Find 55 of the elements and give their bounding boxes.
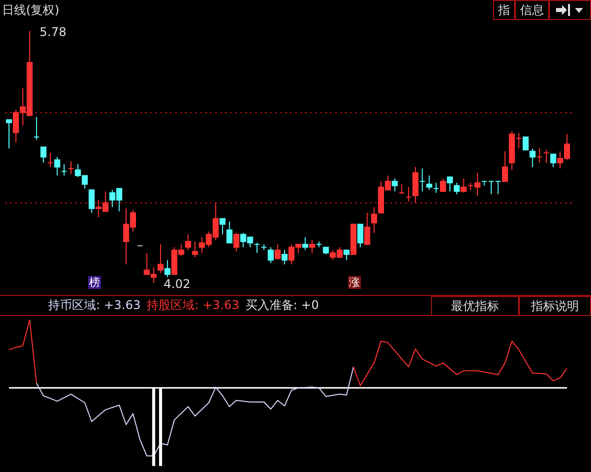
candlestick <box>61 164 68 176</box>
candlestick <box>392 178 398 192</box>
text: 最优指标 <box>431 296 519 316</box>
candlestick <box>302 236 308 251</box>
candlestick <box>185 234 192 251</box>
annotation: 涨 <box>348 276 361 289</box>
candlestick <box>426 175 432 190</box>
annotation: 榜 <box>88 276 101 289</box>
candlestick <box>268 246 274 264</box>
candlestick <box>309 240 316 254</box>
candlestick <box>54 156 60 176</box>
candlestick <box>412 166 418 204</box>
annotation: 4.02 <box>164 277 190 291</box>
candlestick <box>344 250 350 261</box>
candlestick <box>6 119 12 149</box>
candlestick <box>419 168 426 192</box>
candlestick <box>536 148 542 164</box>
candlestick <box>357 224 364 248</box>
candlestick <box>88 189 95 214</box>
candlestick <box>371 206 378 234</box>
candlestick <box>233 232 240 252</box>
candlestick <box>454 182 460 195</box>
text: 指标说明 <box>519 296 591 316</box>
candlestick <box>220 218 226 235</box>
text: 指 <box>493 0 515 20</box>
candlestick <box>226 220 232 244</box>
candlestick <box>40 146 46 164</box>
chart-title: 日线(复权) <box>2 2 60 18</box>
text: 买入准备: +0 <box>245 297 319 314</box>
candlestick <box>495 180 502 195</box>
candlestick <box>440 178 446 192</box>
candlestick <box>192 240 198 258</box>
candlestick <box>34 116 40 140</box>
candlestick <box>274 244 281 260</box>
text: 持币区域: +3.63 <box>48 297 141 314</box>
text: 信息 <box>515 0 549 20</box>
candlestick <box>364 212 370 245</box>
candlestick <box>254 242 260 254</box>
candlestick <box>158 244 164 274</box>
candlestick <box>502 150 508 182</box>
candlestick <box>522 136 529 150</box>
candlestick <box>68 160 74 175</box>
candlestick <box>550 154 556 168</box>
candlestick <box>543 149 550 164</box>
candlestick <box>282 250 288 265</box>
candlestick <box>446 176 453 192</box>
candlestick <box>398 184 405 195</box>
candlestick <box>47 152 54 168</box>
candlestick <box>433 182 440 194</box>
candlestick <box>164 260 170 278</box>
candlestick <box>530 148 536 168</box>
text: 持股区域: +3.63 <box>146 297 240 314</box>
candlestick <box>406 186 412 202</box>
annotation: 5.78 <box>40 25 66 39</box>
candlestick <box>460 178 467 194</box>
